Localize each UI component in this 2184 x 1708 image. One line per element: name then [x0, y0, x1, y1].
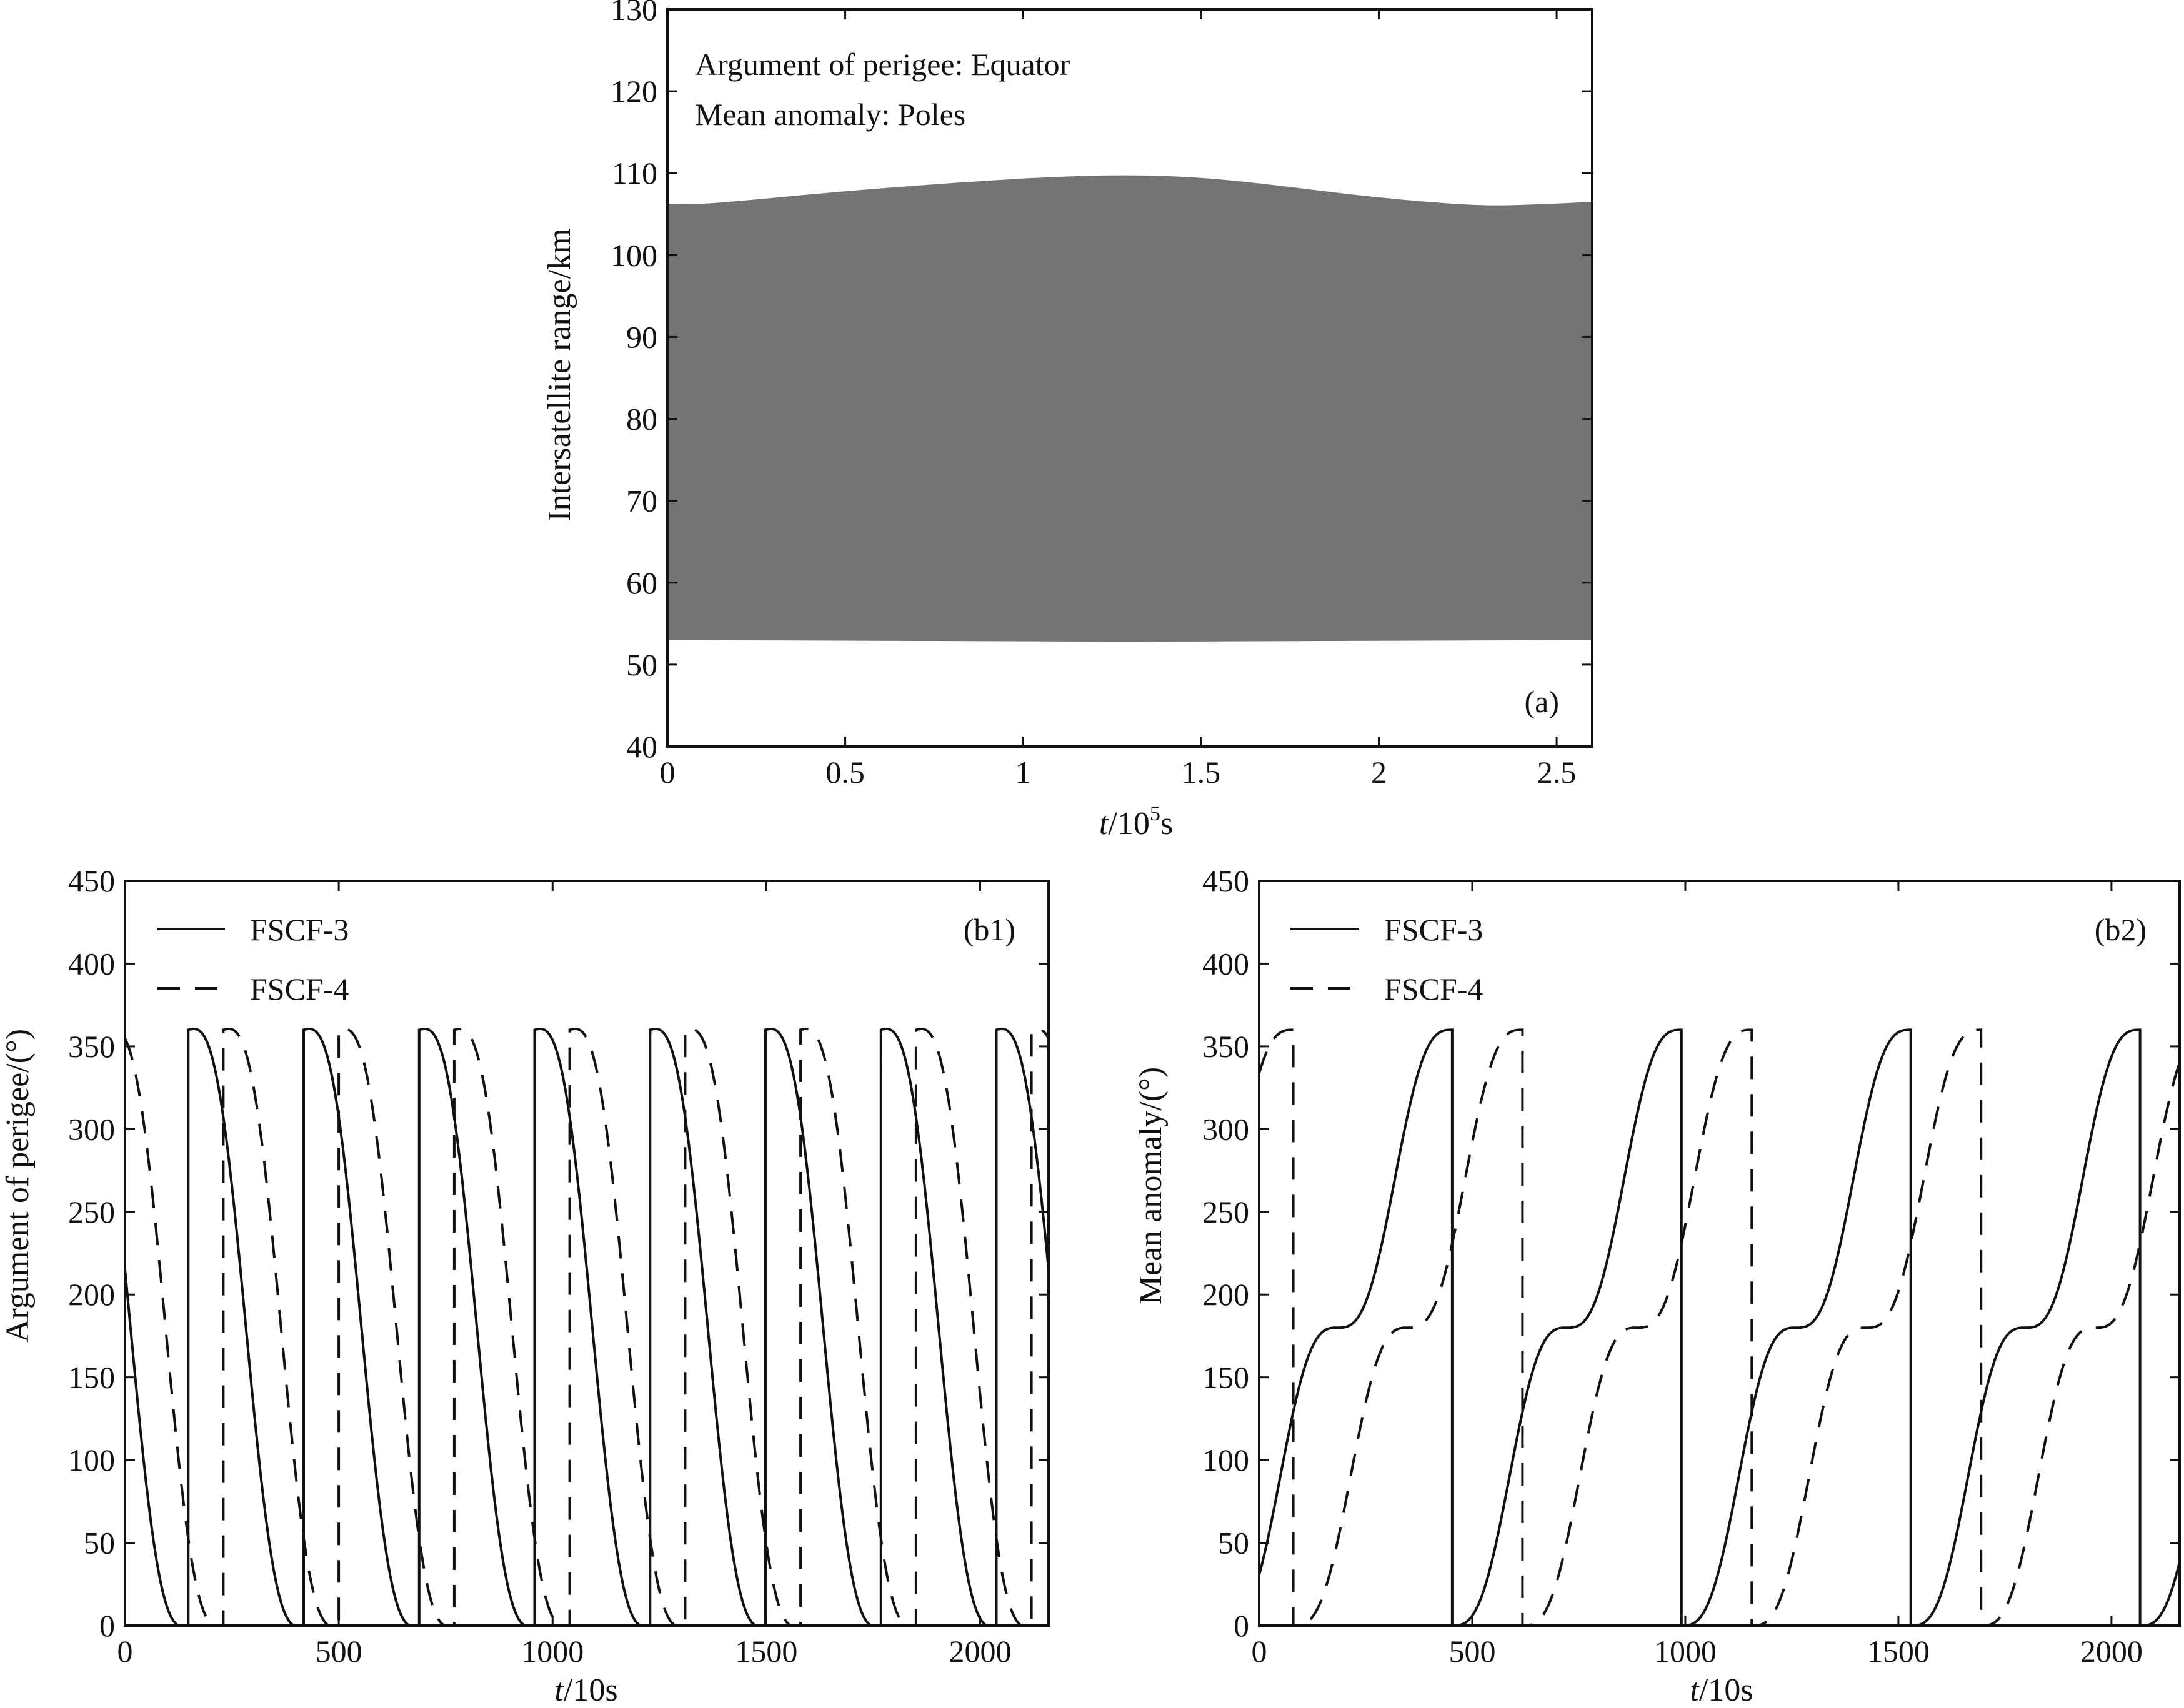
x-axis-label-b1-text: /10s [564, 1672, 618, 1708]
panel-a-chart: 0 0.5 1 1.5 2 2.5 40 50 60 70 80 90 100 110 120 130 Arg… [542, 0, 1593, 842]
x-tick-label-a: 2.5 [1537, 755, 1577, 790]
y-tick-label-b1: 250 [68, 1194, 115, 1229]
y-tick-label-b2: 100 [1202, 1442, 1249, 1477]
y-tick-label-b1: 400 [68, 946, 115, 981]
x-axis-label-a-sup: 5 [1150, 802, 1160, 825]
x-tick-label-a: 1.5 [1182, 755, 1221, 790]
annotation-mean-anomaly: Mean anomaly: Poles [695, 97, 965, 132]
y-tick-label-a: 120 [611, 74, 657, 109]
x-tick-label-a: 0.5 [825, 755, 865, 790]
y-tick-label-b2: 50 [1218, 1526, 1249, 1561]
x-tick-label-b2: 1500 [1867, 1634, 1930, 1669]
y-tick-label-b2: 150 [1202, 1360, 1249, 1395]
series-line-fscf3-b1 [125, 1028, 1049, 1626]
y-tick-label-b1: 350 [68, 1029, 115, 1064]
x-tick-label-b2: 500 [1449, 1634, 1495, 1669]
plot-frame-a [666, 8, 1593, 748]
y-tick-label-b2: 350 [1202, 1029, 1249, 1064]
panel-b2-chart: 0 500 1000 1500 2000 0 50 100 150 200 250 300 350 400… [1133, 863, 2181, 1708]
x-tick-label-a: 0 [660, 755, 676, 790]
panel-label-b1: (b1) [964, 912, 1015, 947]
x-tick-label-b2: 0 [1252, 1634, 1267, 1669]
x-axis-label-b2-var: t [1690, 1672, 1700, 1708]
plot-frame-b1 [124, 880, 1050, 1627]
x-axis-label-a-var: t [1099, 806, 1109, 842]
series-line-fscf4-b2 [1259, 1028, 2180, 1626]
y-tick-label-a: 40 [626, 729, 657, 764]
y-tick-label-b2: 250 [1202, 1194, 1249, 1229]
legend-b2-label-fscf3: FSCF-3 [1384, 912, 1483, 947]
x-axis-label-a-unit: s [1160, 806, 1173, 842]
x-tick-label-b2: 1000 [1654, 1634, 1717, 1669]
y-tick-label-b2: 200 [1202, 1277, 1249, 1312]
y-axis-label-a: Intersatellite range/km [542, 228, 577, 521]
y-tick-label-a: 90 [626, 319, 657, 354]
y-tick-label-b2: 300 [1202, 1111, 1249, 1146]
y-tick-label-a: 110 [612, 156, 657, 191]
y-tick-label-b2: 400 [1202, 946, 1249, 981]
x-axis-label-b2: t/10s [1690, 1672, 1753, 1708]
y-tick-label-a: 50 [626, 647, 657, 682]
annotation-argument-of-perigee: Argument of perigee: Equator [695, 47, 1070, 82]
x-tick-label-b1: 1500 [735, 1634, 797, 1669]
y-axis-label-b2: Mean anomaly/(°) [1133, 1067, 1169, 1304]
y-tick-label-b2: 0 [1234, 1608, 1249, 1643]
plot-frame-b2 [1258, 880, 2181, 1627]
y-axis-label-b1: Argument of perigee/(°) [0, 1029, 36, 1343]
x-tick-label-b2: 2000 [2080, 1634, 2143, 1669]
y-tick-label-a: 70 [626, 484, 657, 519]
legend-b1-label-fscf4: FSCF-4 [250, 971, 349, 1006]
y-tick-label-a: 80 [626, 402, 657, 437]
legend-b1-label-fscf3: FSCF-3 [250, 912, 349, 947]
panel-b1-chart: 0 500 1000 1500 2000 0 50 100 150 200 250 300 350 400… [0, 863, 1050, 1708]
x-axis-label-a-text: /10 [1108, 806, 1149, 842]
range-band [667, 175, 1592, 642]
y-tick-label-a: 100 [611, 237, 657, 272]
x-tick-label-a: 2 [1371, 755, 1387, 790]
x-tick-label-b1: 500 [316, 1634, 362, 1669]
x-axis-label-b1-var: t [554, 1672, 564, 1708]
y-tick-label-b1: 200 [68, 1277, 115, 1312]
panel-label-a: (a) [1525, 684, 1560, 719]
legend-b1: FSCF-3 FSCF-4 [157, 912, 349, 1006]
y-tick-label-a: 130 [611, 0, 657, 27]
legend-b2-label-fscf4: FSCF-4 [1384, 971, 1483, 1006]
y-tick-label-b1: 100 [68, 1442, 115, 1477]
series-line-fscf3-b2 [1259, 1028, 2180, 1626]
y-tick-label-b1: 50 [84, 1526, 115, 1561]
x-axis-label-a: t/105s [1099, 802, 1173, 842]
x-tick-label-a: 1 [1015, 755, 1031, 790]
x-axis-label-b2-text: /10s [1699, 1672, 1753, 1708]
x-tick-label-b1: 2000 [949, 1634, 1012, 1669]
x-tick-label-b1: 0 [117, 1634, 133, 1669]
panel-label-b2: (b2) [2095, 912, 2147, 947]
legend-b2: FSCF-3 FSCF-4 [1290, 912, 1483, 1006]
x-axis-label-b1: t/10s [554, 1672, 617, 1708]
y-tick-label-b2: 450 [1202, 863, 1249, 898]
x-tick-label-b1: 1000 [521, 1634, 584, 1669]
y-tick-label-b1: 300 [68, 1111, 115, 1146]
y-tick-label-b1: 150 [68, 1360, 115, 1395]
y-tick-label-b1: 0 [99, 1608, 115, 1643]
y-tick-label-b1: 450 [68, 863, 115, 898]
y-tick-label-a: 60 [626, 565, 657, 600]
series-line-fscf4-b1 [125, 1028, 1049, 1626]
